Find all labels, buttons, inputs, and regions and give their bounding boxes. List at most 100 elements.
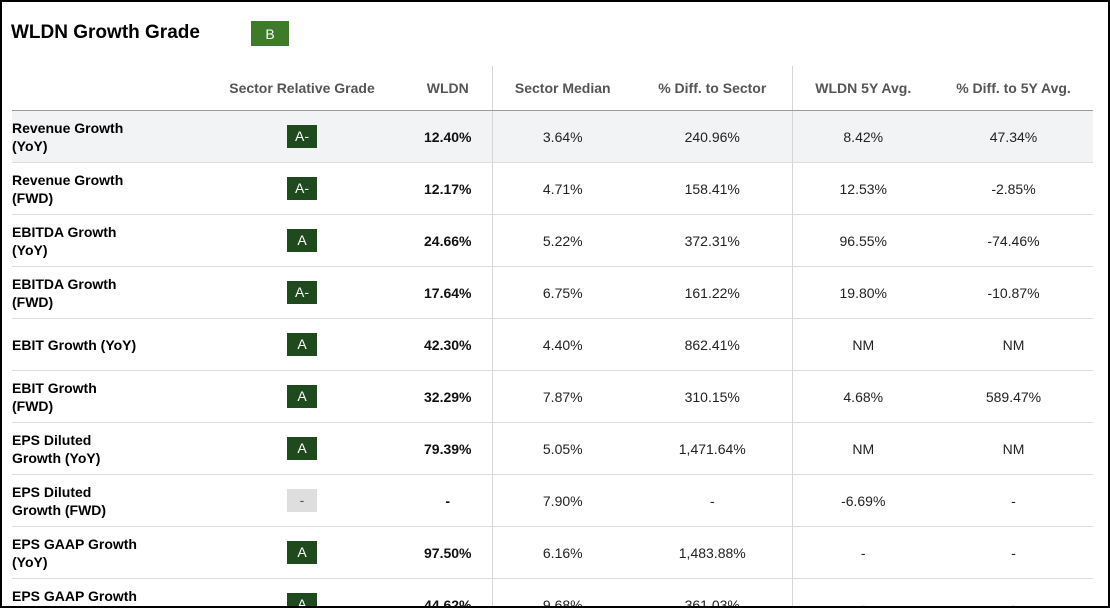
metric-name-line1: EBITDA Growth (12, 224, 117, 240)
metric-name-line1: EBITDA Growth (12, 276, 117, 292)
diff-to-sector-cell: 361.03% (633, 578, 793, 606)
wldn-value-cell: 79.39% (404, 422, 493, 475)
sector-median-cell: 9.68% (492, 578, 633, 606)
diff-to-sector-cell: 158.41% (633, 162, 793, 215)
table-body: Revenue Growth (YoY) A- 12.40% 3.64% 240.96% 8… (12, 110, 1093, 606)
grade-cell: A (200, 214, 404, 267)
sector-relative-grade-badge: A (287, 541, 317, 564)
metric-name-cell: EBIT Growth (YoY) (12, 318, 200, 371)
sector-median-cell: 7.90% (492, 474, 633, 527)
metric-name-cell: Revenue Growth (FWD) (12, 162, 200, 215)
title-row: WLDN Growth Grade (11, 20, 200, 46)
metric-name-line1: EPS GAAP Growth (12, 536, 137, 552)
sector-median-cell: 5.05% (492, 422, 633, 475)
sector-median-cell: 6.75% (492, 266, 633, 319)
diff-to-sector-cell: 862.41% (633, 318, 793, 371)
diff-to-5y-avg-cell: -2.85% (934, 162, 1093, 215)
metric-name-line1: EPS GAAP Growth (12, 588, 137, 604)
grade-cell: A (200, 526, 404, 579)
wldn-value-cell: 32.29% (404, 370, 493, 423)
header-sector-median: Sector Median (492, 66, 633, 111)
grade-cell: A- (200, 162, 404, 215)
diff-to-5y-avg-cell: -74.46% (934, 214, 1093, 267)
diff-to-5y-avg-cell: 47.34% (934, 110, 1093, 163)
diff-to-5y-avg-cell: - (934, 526, 1093, 579)
metric-name-line2: (FWD) (12, 294, 54, 310)
table-row: EBIT Growth (YoY) A 42.30% 4.40% 862.41% NM NM (12, 318, 1093, 371)
metric-name-cell: EPS GAAP Growth (YoY) (12, 526, 200, 579)
wldn-value-cell: 17.64% (404, 266, 493, 319)
sector-median-cell: 4.71% (492, 162, 633, 215)
wldn-5y-avg-cell: NM (792, 318, 934, 371)
wldn-value-cell: 12.40% (404, 110, 493, 163)
diff-to-5y-avg-cell: -10.87% (934, 266, 1093, 319)
table-row: EPS Diluted Growth (YoY) A 79.39% 5.05% 1,471… (12, 422, 1093, 475)
wldn-value-cell: 42.30% (404, 318, 493, 371)
wldn-value-cell: 12.17% (404, 162, 493, 215)
sector-median-cell: 4.40% (492, 318, 633, 371)
sector-relative-grade-badge: A- (287, 125, 317, 148)
wldn-value-cell: 44.62% (404, 578, 493, 606)
wldn-5y-avg-cell: -6.69% (792, 474, 934, 527)
grade-cell: A (200, 422, 404, 475)
wldn-value-cell: 97.50% (404, 526, 493, 579)
overall-grade-badge: B (251, 21, 289, 46)
wldn-5y-avg-cell: - (792, 526, 934, 579)
sector-median-cell: 7.87% (492, 370, 633, 423)
grade-cell: A- (200, 110, 404, 163)
sector-median-cell: 3.64% (492, 110, 633, 163)
sector-median-cell: 6.16% (492, 526, 633, 579)
sector-median-cell: 5.22% (492, 214, 633, 267)
header-wldn: WLDN (404, 66, 493, 111)
metric-name-line2: (YoY) (12, 554, 48, 570)
metric-name-cell: EPS GAAP Growth(FWD) (12, 578, 200, 606)
grade-cell: A (200, 318, 404, 371)
growth-grade-table: Sector Relative Grade WLDN Sector Median… (12, 66, 1093, 606)
wldn-value-cell: 24.66% (404, 214, 493, 267)
diff-to-5y-avg-cell: NM (934, 422, 1093, 475)
metric-name-cell: EBITDA Growth (YoY) (12, 214, 200, 267)
diff-to-sector-cell: 1,471.64% (633, 422, 793, 475)
grade-cell: A (200, 370, 404, 423)
metric-name-line2: (YoY) (12, 138, 48, 154)
table-header-row: Sector Relative Grade WLDN Sector Median… (12, 66, 1093, 111)
wldn-5y-avg-cell: 12.53% (792, 162, 934, 215)
diff-to-sector-cell: 372.31% (633, 214, 793, 267)
wldn-value-cell: - (404, 474, 493, 527)
wldn-5y-avg-cell: 19.80% (792, 266, 934, 319)
metric-name-line2: (FWD) (12, 190, 54, 206)
table-row: EPS Diluted Growth (FWD) - -7.90% - -6.69% - (12, 474, 1093, 527)
metric-name-cell: EBIT Growth (FWD) (12, 370, 200, 423)
diff-to-5y-avg-cell: - (934, 474, 1093, 527)
metric-name-line1: EBIT Growth (YoY) (12, 337, 137, 353)
sector-relative-grade-badge: A- (287, 281, 317, 304)
diff-to-5y-avg-cell: - (934, 578, 1093, 606)
wldn-5y-avg-cell: - (792, 578, 934, 606)
metric-name-cell: Revenue Growth (YoY) (12, 110, 200, 163)
metric-name-line1: EPS Diluted (12, 432, 92, 448)
wldn-5y-avg-cell: 96.55% (792, 214, 934, 267)
sector-relative-grade-badge: - (287, 489, 317, 512)
metric-name-cell: EPS Diluted Growth (YoY) (12, 422, 200, 475)
grade-cell: A- (200, 266, 404, 319)
metric-name-line2: (FWD) (12, 398, 54, 414)
metric-name-line2: Growth (FWD) (12, 502, 107, 518)
grade-cell: A (200, 578, 404, 606)
table-row: EPS GAAP Growth (YoY) A 97.50% 6.16% 1,483.88… (12, 526, 1093, 579)
diff-to-sector-cell: 1,483.88% (633, 526, 793, 579)
diff-to-sector-cell: 240.96% (633, 110, 793, 163)
header-sector-relative-grade: Sector Relative Grade (200, 66, 404, 111)
table-row: EBITDA Growth (YoY) A 24.66% 5.22% 372.31% 96.… (12, 214, 1093, 267)
table-row: EBIT Growth (FWD) A 32.29% 7.87% 310.15% 4.68%… (12, 370, 1093, 423)
table-row: EPS GAAP Growth(FWD)A44.62%9.68%361.03%-… (12, 578, 1093, 606)
metric-name-cell: EPS Diluted Growth (FWD) (12, 474, 200, 527)
wldn-5y-avg-cell: 8.42% (792, 110, 934, 163)
header-diff-to-5y-avg: % Diff. to 5Y Avg. (934, 66, 1093, 111)
grade-cell: - (200, 474, 404, 527)
diff-to-sector-cell: 161.22% (633, 266, 793, 319)
table-row: Revenue Growth (YoY) A- 12.40% 3.64% 240.96% 8… (12, 110, 1093, 163)
header-diff-to-sector: % Diff. to Sector (633, 66, 793, 111)
metric-name-cell: EBITDA Growth (FWD) (12, 266, 200, 319)
sector-relative-grade-badge: A (287, 437, 317, 460)
